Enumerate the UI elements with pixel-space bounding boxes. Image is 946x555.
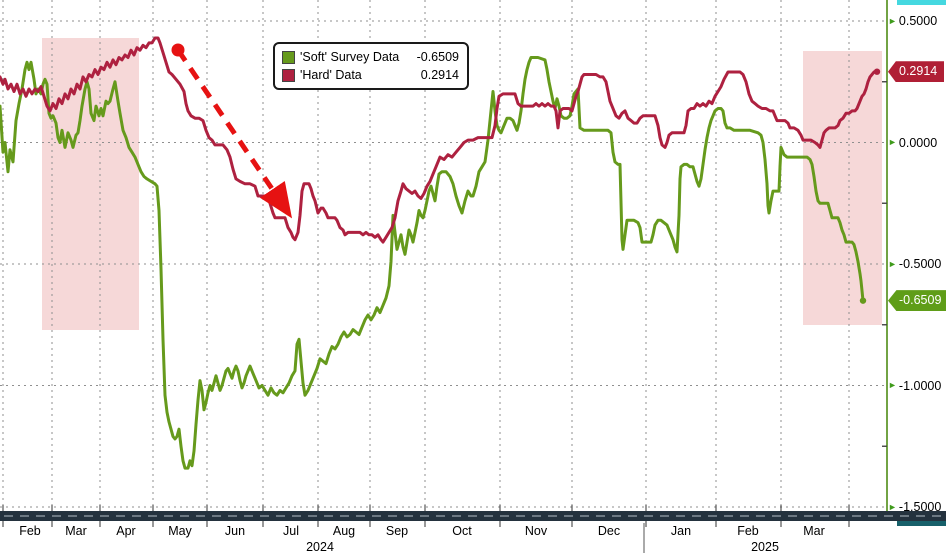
x-axis-month-label: Mar bbox=[803, 524, 825, 538]
x-axis-month-label: May bbox=[168, 524, 192, 538]
soft-survey-data-line bbox=[0, 56, 865, 470]
hard-last-value-badge: 0.2914 bbox=[888, 61, 945, 83]
tick-value: 0.5000 bbox=[898, 14, 938, 28]
x-axis-month-label: Nov bbox=[524, 524, 548, 538]
y-axis-tick-label: ► 0.0000 bbox=[888, 135, 937, 151]
tick-value: -0.5000 bbox=[898, 257, 942, 271]
legend-value: 0.2914 bbox=[420, 68, 459, 82]
tick-arrow-icon: ► bbox=[888, 15, 897, 26]
x-axis-month-label: Jun bbox=[224, 524, 246, 538]
x-axis-month-label: Jan bbox=[670, 524, 692, 538]
tick-value: -1.5000 bbox=[898, 500, 942, 514]
legend-label: 'Soft' Survey Data bbox=[300, 50, 400, 64]
hard-line-end-dot bbox=[873, 68, 881, 75]
y-axis-tick-label: ► -1.5000 bbox=[888, 499, 941, 515]
hard-data-line bbox=[0, 36, 879, 244]
legend-swatch-icon bbox=[282, 50, 295, 64]
x-axis-year-label: 2024 bbox=[306, 540, 334, 554]
x-axis-year-label: 2025 bbox=[751, 540, 779, 554]
x-axis-month-label: Oct bbox=[452, 524, 472, 538]
x-axis-month-label: Mar bbox=[65, 524, 87, 538]
tick-arrow-icon: ► bbox=[888, 137, 897, 147]
tick-value: 0.0000 bbox=[898, 135, 938, 150]
x-axis-month-label: Jul bbox=[283, 524, 299, 538]
chart-legend: 'Soft' Survey Data -0.6509 'Hard' Data 0.29… bbox=[273, 42, 469, 90]
tick-value: -1.0000 bbox=[898, 378, 942, 393]
highlight-band-left bbox=[42, 38, 139, 330]
x-axis-month-label: Aug bbox=[332, 524, 356, 538]
x-axis-month-label: Apr bbox=[116, 524, 136, 538]
x-axis-month-label: Dec bbox=[597, 524, 621, 538]
corner-accent-top-right bbox=[897, 0, 946, 5]
legend-value: -0.6509 bbox=[416, 50, 459, 64]
soft-line-end-dot bbox=[859, 297, 867, 304]
y-axis-tick-label: ► -1.0000 bbox=[888, 378, 941, 394]
x-axis-month-label: Feb bbox=[19, 524, 41, 538]
legend-item-hard: 'Hard' Data 0.2914 bbox=[282, 66, 459, 84]
tick-arrow-icon: ► bbox=[888, 501, 897, 512]
legend-swatch-icon bbox=[282, 68, 295, 82]
annotation-trend-arrow bbox=[175, 48, 293, 219]
corner-accent-bottom-right bbox=[897, 521, 946, 526]
legend-item-soft: 'Soft' Survey Data -0.6509 bbox=[282, 48, 459, 66]
y-axis-tick-label: ► 0.5000 bbox=[888, 13, 937, 29]
soft-last-value-badge: -0.6509 bbox=[888, 290, 946, 312]
x-axis-month-label: Sep bbox=[385, 524, 409, 538]
legend-label: 'Hard' Data bbox=[300, 68, 362, 82]
tick-arrow-icon: ► bbox=[888, 258, 897, 269]
x-axis-month-label: Feb bbox=[737, 524, 759, 538]
tick-arrow-icon: ► bbox=[888, 380, 897, 390]
y-axis-tick-label: ► -0.5000 bbox=[888, 256, 941, 272]
